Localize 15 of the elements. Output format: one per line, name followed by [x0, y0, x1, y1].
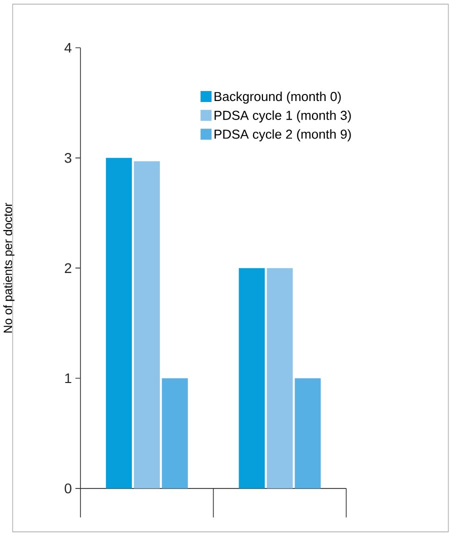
bar	[134, 161, 160, 488]
legend-label: PDSA cycle 2 (month 9)	[214, 129, 352, 142]
y-tick-label: 3	[64, 152, 72, 163]
legend-label: PDSA cycle 1 (month 3)	[214, 110, 352, 123]
y-axis-title: No of patients per doctor	[4, 202, 15, 333]
y-tick-label: 0	[64, 483, 72, 494]
legend-label: Background (month 0)	[214, 92, 342, 104]
y-tick-label: 2	[65, 263, 72, 273]
bar	[239, 268, 266, 488]
bar	[162, 378, 188, 488]
y-tick-label: 1	[65, 373, 72, 384]
bar	[295, 378, 321, 488]
bar	[267, 268, 294, 488]
y-tick-label: 4	[64, 42, 72, 53]
bar	[106, 158, 132, 488]
